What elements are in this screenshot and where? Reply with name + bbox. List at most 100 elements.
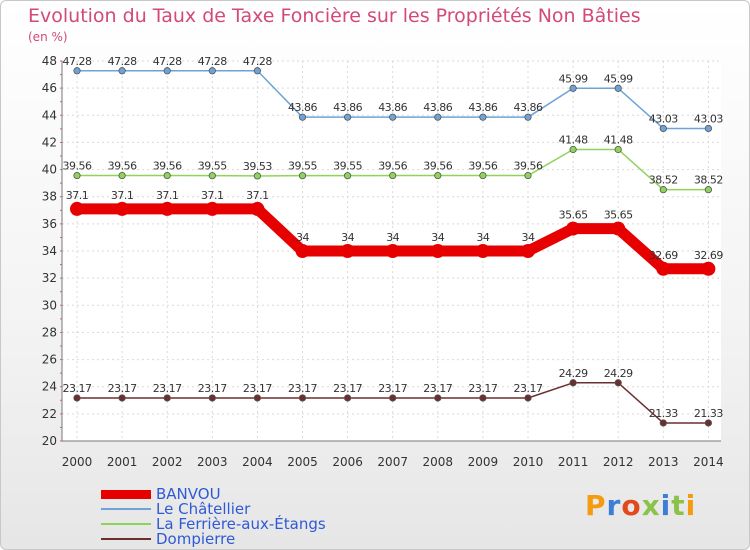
- data-label: 24.29: [604, 367, 633, 380]
- data-label: 39.56: [153, 160, 182, 173]
- legend-swatch: [101, 538, 151, 540]
- data-label: 37.1: [111, 189, 134, 202]
- logo-letter: x: [641, 489, 661, 522]
- data-label: 39.56: [63, 160, 92, 173]
- data-point: [475, 244, 490, 258]
- y-axis-unit-label: (en %): [28, 30, 68, 44]
- data-point: [118, 171, 126, 180]
- x-tick-label: 2007: [377, 455, 408, 469]
- data-label: 43.03: [694, 112, 723, 125]
- data-label: 34: [341, 231, 354, 244]
- logo-letter: r: [606, 489, 622, 522]
- data-point: [385, 244, 400, 258]
- data-point: [253, 172, 261, 180]
- data-label: 21.33: [694, 407, 723, 420]
- data-label: 23.17: [198, 382, 227, 395]
- data-point: [521, 244, 535, 258]
- data-label: 39.56: [378, 160, 407, 173]
- x-tick-label: 2012: [603, 455, 634, 469]
- data-label: 43.86: [423, 101, 452, 114]
- data-point: [253, 67, 261, 75]
- data-label: 43.86: [378, 101, 407, 114]
- data-label: 32.69: [649, 249, 678, 262]
- y-tick-label: 24: [42, 380, 57, 394]
- data-point: [524, 171, 532, 180]
- data-label: 23.17: [423, 382, 452, 395]
- data-point: [704, 124, 713, 133]
- y-tick-label: 30: [42, 298, 57, 312]
- data-point: [611, 221, 626, 236]
- y-tick-label: 34: [42, 244, 57, 258]
- data-label: 37.1: [156, 189, 179, 202]
- data-point: [524, 394, 532, 402]
- data-point: [389, 113, 397, 121]
- data-point: [614, 145, 622, 154]
- data-label: 34: [476, 231, 489, 244]
- data-point: [343, 172, 352, 180]
- data-label: 24.29: [559, 367, 588, 380]
- data-point: [656, 261, 671, 276]
- x-tick-label: 2008: [423, 455, 454, 469]
- y-tick-label: 36: [42, 217, 57, 231]
- data-point: [73, 67, 81, 75]
- data-point: [389, 394, 397, 402]
- data-point: [659, 419, 667, 427]
- data-label: 23.17: [63, 382, 92, 395]
- x-tick-label: 2011: [558, 455, 589, 469]
- legend-swatch: [101, 523, 151, 525]
- data-point: [160, 201, 175, 216]
- data-point: [73, 394, 81, 402]
- data-label: 34: [522, 231, 535, 244]
- data-point: [701, 261, 716, 276]
- y-tick-label: 48: [42, 54, 57, 68]
- logo-letter: o: [621, 489, 642, 522]
- data-label: 23.17: [514, 382, 543, 395]
- y-tick-label: 26: [42, 353, 57, 367]
- data-label: 38.52: [694, 174, 723, 187]
- data-label: 39.55: [333, 160, 362, 173]
- data-label: 39.55: [198, 160, 227, 173]
- data-label: 39.53: [243, 160, 272, 173]
- legend-swatch: [101, 490, 151, 499]
- data-point: [479, 394, 487, 402]
- data-point: [205, 201, 220, 216]
- data-point: [614, 379, 622, 387]
- data-label: 47.28: [153, 55, 182, 68]
- data-point: [73, 171, 81, 180]
- data-label: 21.33: [649, 407, 678, 420]
- y-tick-label: 20: [42, 434, 57, 448]
- x-tick-label: 2006: [332, 455, 363, 469]
- x-tick-label: 2004: [242, 455, 273, 469]
- data-point: [208, 394, 216, 402]
- data-label: 35.65: [559, 209, 588, 222]
- data-point: [479, 171, 487, 180]
- data-point: [298, 394, 307, 402]
- data-point: [659, 186, 667, 194]
- x-tick-label: 2013: [648, 455, 679, 469]
- data-label: 32.69: [694, 249, 723, 262]
- y-tick-label: 46: [42, 81, 57, 95]
- data-label: 23.17: [288, 382, 317, 395]
- data-point: [295, 244, 310, 258]
- data-point: [566, 221, 581, 236]
- x-tick-label: 2003: [197, 455, 228, 469]
- y-tick-label: 38: [42, 190, 57, 204]
- y-tick-label: 40: [42, 163, 57, 177]
- data-label: 47.28: [63, 55, 92, 68]
- data-label: 39.56: [423, 160, 452, 173]
- data-label: 41.48: [559, 133, 588, 146]
- x-tick-label: 2014: [693, 455, 724, 469]
- data-label: 23.17: [333, 382, 362, 395]
- data-label: 34: [386, 231, 399, 244]
- data-point: [479, 113, 487, 121]
- data-point: [704, 419, 713, 427]
- data-label: 43.86: [514, 101, 543, 114]
- data-label: 23.17: [153, 382, 182, 395]
- data-point: [163, 67, 171, 75]
- data-label: 45.99: [604, 72, 633, 85]
- data-label: 23.17: [378, 382, 407, 395]
- data-label: 45.99: [559, 72, 588, 85]
- logo-letter: i: [685, 489, 697, 522]
- data-point: [343, 113, 352, 121]
